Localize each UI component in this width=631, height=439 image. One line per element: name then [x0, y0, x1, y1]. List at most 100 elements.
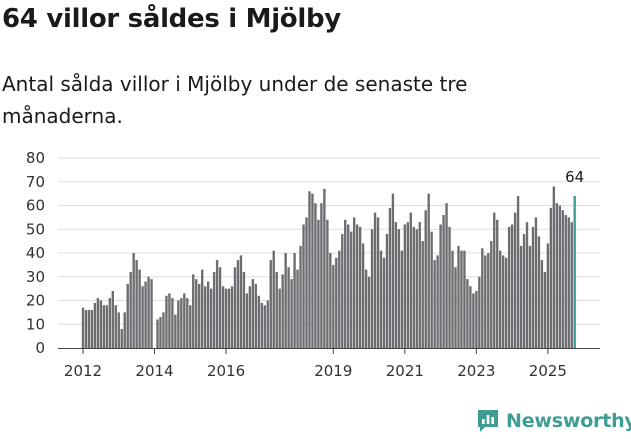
bar — [564, 215, 567, 348]
x-tick-label: 2021 — [386, 362, 424, 380]
bar — [409, 212, 412, 348]
bar — [201, 269, 204, 348]
highlight-bar — [573, 196, 576, 348]
bar — [329, 253, 332, 348]
bar — [251, 279, 255, 348]
bar — [141, 286, 144, 348]
bar — [487, 253, 490, 348]
bar — [335, 257, 338, 348]
bar — [478, 276, 481, 348]
bar — [481, 248, 484, 348]
bar — [472, 293, 475, 348]
bar — [198, 283, 201, 348]
x-tick-label: 2025 — [529, 362, 567, 380]
y-tick-label: 0 — [35, 339, 45, 357]
bar — [111, 291, 114, 348]
bar — [493, 212, 496, 348]
bar — [394, 222, 398, 348]
bar — [475, 291, 478, 348]
bar — [516, 196, 520, 348]
bar — [162, 312, 165, 348]
bar — [469, 286, 472, 348]
bar — [361, 243, 365, 348]
bar — [233, 267, 237, 348]
bar — [352, 217, 356, 348]
newsworthy-logo-icon — [478, 410, 498, 432]
bar — [206, 281, 210, 348]
bar — [451, 250, 454, 348]
bar — [501, 255, 505, 348]
bar — [102, 305, 106, 348]
newsworthy-brand: Newsworthy — [476, 406, 631, 436]
bar — [344, 219, 347, 348]
bar — [537, 236, 541, 348]
bar — [433, 260, 436, 348]
y-tick-label: 20 — [26, 292, 45, 310]
bar — [448, 226, 451, 348]
bar — [552, 186, 556, 348]
bar — [311, 193, 314, 348]
bar — [388, 207, 392, 348]
bar — [528, 245, 532, 348]
bar — [558, 205, 561, 348]
bar — [522, 234, 526, 348]
bar — [171, 298, 174, 348]
bar — [287, 267, 290, 348]
bar — [290, 279, 293, 348]
bar — [174, 314, 177, 348]
bar — [519, 245, 523, 348]
bar — [168, 293, 171, 348]
bar — [317, 219, 320, 348]
bar — [355, 224, 359, 348]
bar — [427, 193, 430, 348]
bar — [159, 317, 162, 348]
brand-name: Newsworthy — [506, 410, 631, 432]
bar — [144, 281, 147, 348]
bar — [567, 217, 570, 348]
bar — [367, 276, 371, 348]
bar — [445, 203, 448, 348]
bar — [284, 253, 287, 348]
y-tick-label: 80 — [26, 149, 45, 167]
bar — [507, 226, 511, 348]
bar — [209, 288, 213, 348]
x-tick-label: 2012 — [64, 362, 102, 380]
bar — [132, 253, 135, 348]
bar — [117, 312, 120, 348]
bar — [203, 286, 207, 348]
bar — [454, 267, 457, 348]
chart-title: 64 villor såldes i Mjölby — [2, 4, 341, 34]
bar — [156, 319, 159, 348]
bar — [269, 260, 272, 348]
bar — [150, 279, 153, 348]
bar — [338, 250, 341, 348]
x-tick-label: 2014 — [135, 362, 173, 380]
bar — [341, 234, 344, 348]
bar — [323, 188, 326, 348]
bar — [531, 226, 535, 348]
bar — [293, 253, 296, 348]
bar — [320, 203, 323, 348]
bar — [364, 269, 368, 348]
bar — [129, 272, 132, 348]
bar — [430, 231, 433, 348]
bar — [221, 286, 225, 348]
bar — [183, 293, 186, 348]
bar — [555, 203, 559, 348]
bar — [278, 288, 281, 348]
y-tick-label: 30 — [26, 268, 45, 286]
bar — [525, 222, 529, 348]
bar — [192, 274, 195, 348]
x-tick-label: 2023 — [457, 362, 495, 380]
bar — [332, 264, 335, 348]
bar — [260, 302, 263, 348]
bar — [180, 298, 183, 348]
bar — [230, 286, 234, 348]
bar — [496, 219, 499, 348]
bar — [84, 310, 88, 348]
bar — [406, 222, 410, 348]
bar — [257, 295, 261, 348]
bar — [534, 217, 538, 348]
bar — [224, 288, 228, 348]
